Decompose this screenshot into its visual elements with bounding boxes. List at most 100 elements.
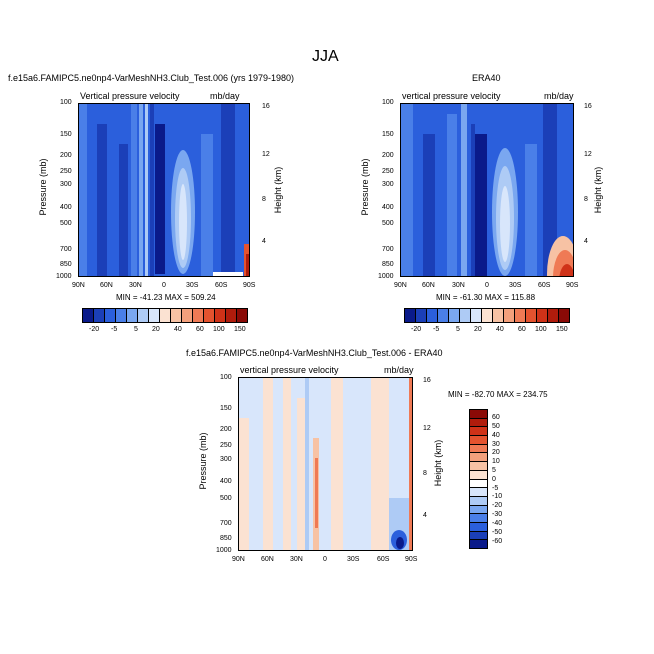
p2-y2tick-16: 16 [584, 103, 592, 110]
p3-ytick-250: 250 [220, 442, 232, 449]
legend3-label-m10: -10 [492, 493, 503, 500]
panel-model-legend-bar [82, 308, 248, 323]
p3-ytick-500: 500 [220, 495, 232, 502]
p2-ytick-400: 400 [382, 204, 394, 211]
legend1-label-20: 20 [152, 326, 160, 333]
panel-diff-plot [238, 377, 413, 551]
p3-xtick-90S: 90S [405, 556, 418, 563]
panel-model-plot [78, 103, 250, 277]
panel-era40-variable: vertical pressure velocity [402, 91, 501, 101]
panel-model-heading: f.e15a6.FAMIPC5.ne0np4-VarMeshNH3.Club_T… [8, 73, 294, 83]
p2-ytick-100: 100 [382, 99, 394, 106]
p3-xtick-0: 0 [323, 556, 327, 563]
panel-model-stats: MIN = -41.23 MAX = 509.24 [116, 293, 216, 302]
legend3-label-m20: -20 [492, 502, 503, 509]
p1-xtick-90N: 90N [72, 282, 85, 289]
p1-ytick-850: 850 [60, 261, 72, 268]
p2-xtick-60N: 60N [422, 282, 435, 289]
p2-y2tick-12: 12 [584, 151, 592, 158]
panel-diff-heading: f.e15a6.FAMIPC5.ne0np4-VarMeshNH3.Club_T… [186, 348, 443, 358]
legend2-label-100: 100 [535, 326, 547, 333]
panel-diff-field [239, 378, 412, 550]
panel-era40-legend-bar [404, 308, 570, 323]
legend2-label-m5: -5 [433, 326, 440, 333]
p1-xtick-60S: 60S [215, 282, 228, 289]
p3-xtick-30N: 30N [290, 556, 303, 563]
legend3-label-m50: -50 [492, 529, 503, 536]
p2-ytick-1000: 1000 [378, 273, 394, 280]
p1-ytick-150: 150 [60, 131, 72, 138]
p1-xtick-90S: 90S [243, 282, 256, 289]
p2-xtick-60S: 60S [538, 282, 551, 289]
p2-ylabel: Pressure (mb) [360, 158, 370, 216]
legend3-label-60: 60 [492, 414, 500, 421]
p2-ytick-700: 700 [382, 246, 394, 253]
legend3-label-40: 40 [492, 432, 500, 439]
p2-ytick-150: 150 [382, 131, 394, 138]
legend3-label-m40: -40 [492, 520, 503, 527]
p2-y2tick-4: 4 [584, 238, 588, 245]
legend3-label-5: 5 [492, 467, 496, 474]
p1-xtick-30N: 30N [129, 282, 142, 289]
p3-y2tick-8: 8 [423, 470, 427, 477]
p1-ytick-100: 100 [60, 99, 72, 106]
panel-era40-plot [400, 103, 574, 277]
legend3-label-10: 10 [492, 458, 500, 465]
p3-ytick-850: 850 [220, 535, 232, 542]
panel-diff-legend-bar [469, 409, 488, 549]
panel-era40-stats: MIN = -61.30 MAX = 115.88 [436, 293, 536, 302]
p3-xtick-60N: 60N [261, 556, 274, 563]
p1-y2tick-8: 8 [262, 196, 266, 203]
p2-ytick-850: 850 [382, 261, 394, 268]
p1-ytick-1000: 1000 [56, 273, 72, 280]
p1-ytick-500: 500 [60, 220, 72, 227]
p3-ytick-150: 150 [220, 405, 232, 412]
legend1-label-60: 60 [196, 326, 204, 333]
legend1-label-150: 150 [234, 326, 246, 333]
legend3-label-m30: -30 [492, 511, 503, 518]
p3-xtick-30S: 30S [347, 556, 360, 563]
p2-ytick-500: 500 [382, 220, 394, 227]
p3-y2label: Height (km) [433, 439, 443, 487]
p3-y2tick-12: 12 [423, 425, 431, 432]
p2-xtick-90S: 90S [566, 282, 579, 289]
legend2-label-20: 20 [474, 326, 482, 333]
legend1-label-m5: -5 [111, 326, 118, 333]
legend3-label-50: 50 [492, 423, 500, 430]
legend1-label-40: 40 [174, 326, 182, 333]
legend2-label-40: 40 [496, 326, 504, 333]
legend2-label-5: 5 [456, 326, 460, 333]
panel-model-field [79, 104, 249, 276]
p2-y2label: Height (km) [593, 166, 603, 214]
p1-xtick-0: 0 [162, 282, 166, 289]
panel-diff-stats: MIN = -82.70 MAX = 234.75 [448, 390, 548, 399]
legend3-label-30: 30 [492, 441, 500, 448]
p1-xtick-60N: 60N [100, 282, 113, 289]
p1-xtick-30S: 30S [186, 282, 199, 289]
p2-ytick-250: 250 [382, 168, 394, 175]
p3-xtick-60S: 60S [377, 556, 390, 563]
legend3-label-20: 20 [492, 449, 500, 456]
panel-era40-field [401, 104, 573, 276]
legend2-label-m20: -20 [411, 326, 422, 333]
p3-ytick-1000: 1000 [216, 547, 232, 554]
p2-y2tick-8: 8 [584, 196, 588, 203]
p3-ytick-700: 700 [220, 520, 232, 527]
p2-ytick-200: 200 [382, 152, 394, 159]
p1-y2tick-12: 12 [262, 151, 270, 158]
p1-ytick-400: 400 [60, 204, 72, 211]
p1-ytick-300: 300 [60, 181, 72, 188]
p2-xtick-30S: 30S [509, 282, 522, 289]
legend2-label-60: 60 [518, 326, 526, 333]
legend3-label-m5: -5 [492, 485, 499, 492]
p1-y2tick-16: 16 [262, 103, 270, 110]
p3-y2tick-4: 4 [423, 512, 427, 519]
legend3-label-0: 0 [492, 476, 496, 483]
p2-xtick-90N: 90N [394, 282, 407, 289]
panel-era40-heading: ERA40 [472, 73, 501, 83]
panel-diff-units: mb/day [384, 365, 414, 375]
p3-ytick-100: 100 [220, 374, 232, 381]
p1-y2label: Height (km) [273, 166, 283, 214]
legend3-label-m60: -60 [492, 538, 503, 545]
legend1-label-m20: -20 [89, 326, 100, 333]
